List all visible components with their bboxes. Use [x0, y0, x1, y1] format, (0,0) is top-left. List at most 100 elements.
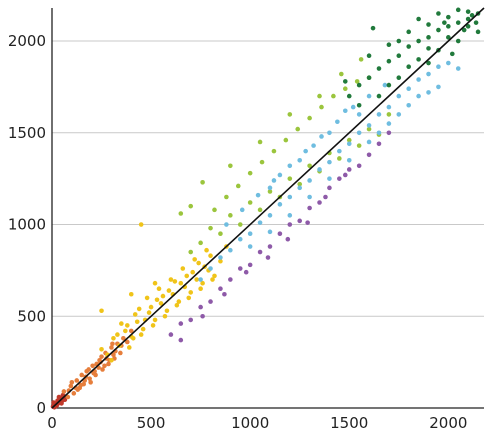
data-point-2-34 [186, 295, 192, 301]
data-point-6-16 [406, 29, 411, 35]
data-point-2-42 [184, 273, 190, 279]
data-point-2-50 [130, 335, 136, 341]
data-point-4-20 [396, 93, 402, 99]
data-point-4-47 [267, 185, 273, 191]
data-point-2-19 [212, 273, 217, 279]
data-point-4-9 [287, 194, 293, 200]
data-point-5-1 [178, 321, 184, 326]
x-tick-label-1500: 1500 [330, 414, 368, 432]
data-point-2-0 [99, 346, 104, 352]
data-point-5-6 [228, 277, 233, 282]
data-point-4-33 [335, 119, 340, 125]
data-point-2-29 [126, 345, 132, 350]
data-point-4-7 [267, 213, 273, 218]
data-point-4-12 [317, 167, 322, 172]
data-point-5-30 [323, 194, 328, 200]
data-point-4-24 [436, 64, 441, 70]
data-point-2-48 [190, 269, 195, 275]
data-point-5-29 [305, 220, 310, 225]
y-tick-label-1000: 1000 [8, 216, 46, 234]
data-point-6-10 [446, 24, 451, 29]
data-point-3-2 [208, 225, 213, 231]
data-point-6-29 [446, 35, 451, 40]
data-point-6-20 [376, 93, 382, 99]
data-point-5-23 [178, 337, 184, 343]
y-tick-label-0: 0 [36, 399, 46, 417]
axes [51, 8, 484, 409]
data-point-5-19 [356, 163, 362, 169]
data-point-1-2 [68, 383, 74, 389]
data-point-3-7 [257, 207, 263, 213]
data-point-6-34 [455, 7, 461, 13]
data-point-2-52 [178, 280, 184, 286]
data-point-1-30 [79, 372, 85, 378]
data-point-6-36 [356, 102, 362, 108]
data-point-1-34 [111, 352, 116, 358]
data-point-6-35 [469, 13, 475, 18]
data-point-6-7 [416, 38, 421, 44]
y-tick-label-500: 500 [17, 307, 46, 325]
data-point-1-1 [65, 394, 71, 400]
y-tick-label-2000: 2000 [8, 32, 46, 50]
data-point-6-40 [449, 51, 455, 57]
data-point-4-55 [455, 66, 461, 71]
grid-lines [52, 40, 484, 317]
data-point-3-40 [317, 93, 322, 99]
data-point-3-8 [267, 189, 273, 194]
data-point-4-38 [267, 229, 273, 235]
data-point-5-11 [277, 231, 283, 236]
data-point-6-26 [386, 82, 392, 88]
data-point-5-7 [237, 266, 243, 271]
data-point-5-17 [337, 176, 342, 181]
data-point-2-2 [111, 335, 116, 341]
data-point-4-46 [426, 90, 431, 95]
data-point-3-27 [295, 126, 301, 132]
data-point-5-10 [267, 244, 273, 249]
data-point-5-0 [168, 332, 174, 337]
data-point-4-50 [356, 112, 362, 117]
data-point-4-23 [426, 71, 431, 77]
data-point-4-44 [386, 121, 392, 126]
data-point-3-28 [307, 115, 312, 121]
data-point-5-22 [386, 130, 392, 136]
data-point-2-56 [99, 308, 104, 314]
data-point-5-18 [346, 167, 352, 172]
data-point-4-8 [277, 202, 283, 207]
data-point-6-32 [416, 16, 421, 22]
data-point-3-6 [247, 200, 253, 205]
data-point-4-31 [303, 148, 308, 154]
data-point-6-38 [370, 25, 376, 31]
data-point-4-22 [416, 77, 421, 82]
data-point-1-4 [74, 378, 80, 383]
data-point-2-8 [146, 310, 152, 315]
data-point-4-13 [327, 159, 332, 165]
data-point-3-15 [337, 156, 342, 161]
data-point-0-11 [56, 394, 62, 400]
data-point-3-25 [271, 148, 277, 154]
data-point-6-4 [386, 58, 392, 64]
data-point-2-33 [174, 302, 180, 308]
data-point-1-24 [99, 354, 104, 359]
data-point-5-13 [297, 218, 303, 224]
data-point-4-28 [255, 192, 261, 198]
data-point-3-30 [331, 93, 336, 99]
data-point-4-52 [396, 112, 402, 117]
data-point-6-19 [465, 9, 471, 14]
data-point-4-27 [239, 207, 245, 213]
data-point-2-20 [119, 321, 124, 326]
data-point-2-57 [128, 291, 134, 297]
data-point-3-17 [356, 143, 362, 148]
data-point-2-10 [158, 301, 164, 306]
data-point-2-16 [194, 277, 199, 282]
data-point-4-51 [376, 130, 382, 136]
data-point-3-37 [228, 163, 233, 169]
data-point-2-4 [123, 328, 128, 334]
data-point-3-20 [212, 207, 217, 213]
data-point-6-39 [426, 60, 431, 66]
data-point-4-43 [366, 139, 372, 145]
data-point-6-9 [436, 27, 441, 33]
data-point-1-42 [86, 367, 91, 372]
data-point-6-17 [426, 22, 431, 27]
data-point-3-43 [386, 112, 392, 117]
